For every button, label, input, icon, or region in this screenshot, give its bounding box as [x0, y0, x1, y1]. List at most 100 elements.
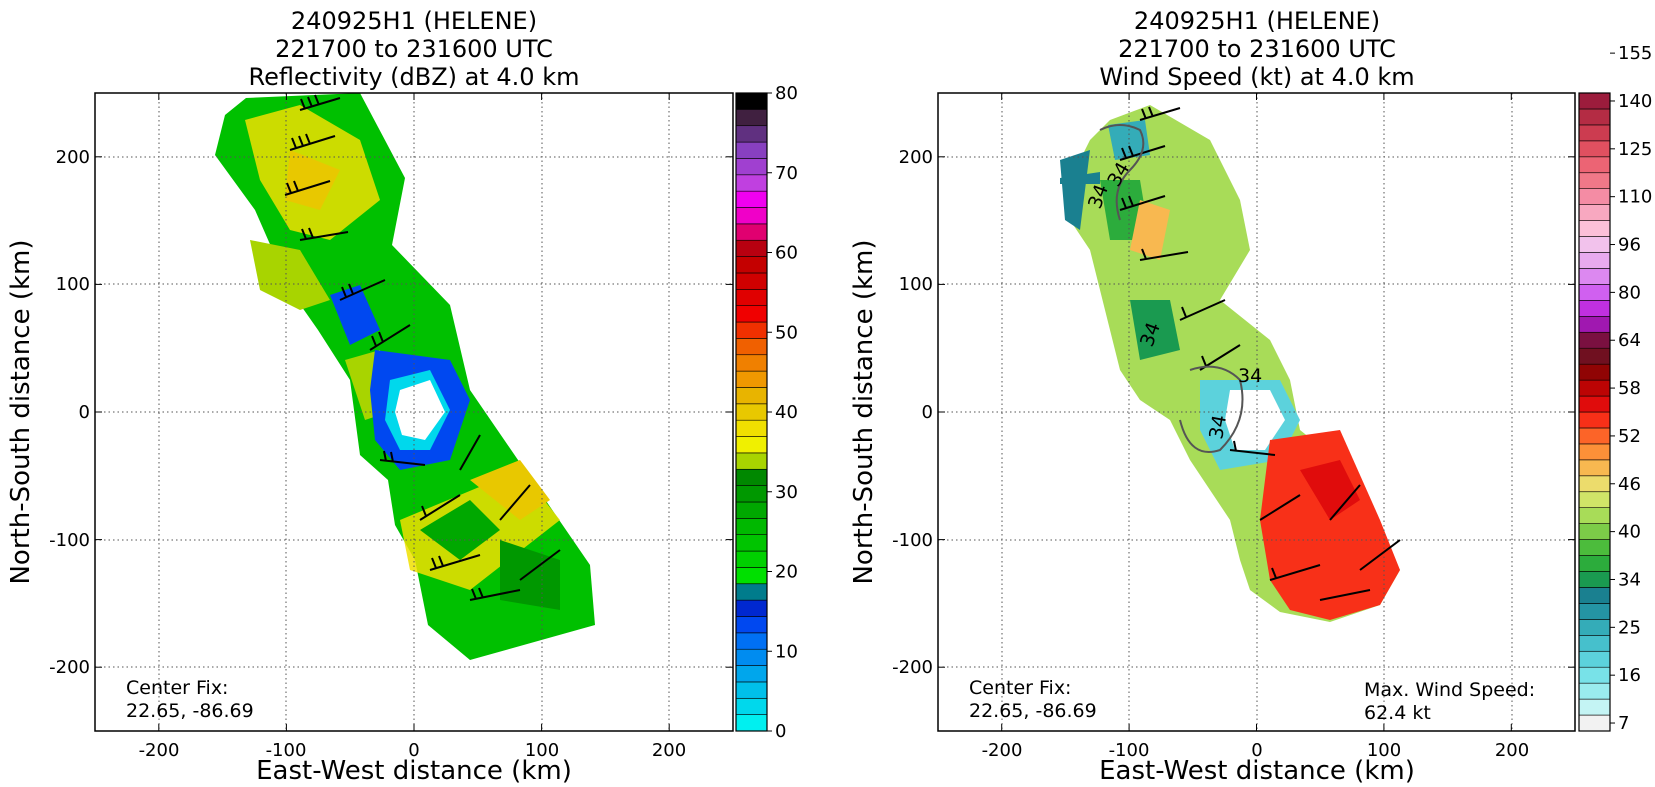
chart-title-line-2: 221700 to 231600 UTC: [275, 35, 553, 63]
contour-label: 34: [1205, 413, 1231, 441]
colorbar-tick-label: 40: [775, 402, 798, 423]
colorbar-segment: [1578, 491, 1611, 508]
colorbar-segment: [735, 370, 768, 388]
colorbar-segment: [1578, 698, 1611, 716]
colorbar-segment: [1578, 140, 1611, 158]
colorbar-segment: [1578, 252, 1611, 269]
x-tick-label: -100: [266, 740, 307, 761]
contour-label: 34: [1238, 365, 1262, 387]
colorbar-segment: [735, 681, 768, 699]
colorbar-segment: [1578, 603, 1611, 620]
colorbar-segment: [1578, 634, 1611, 652]
colorbar-segment: [735, 109, 768, 127]
x-tick-label: -200: [139, 740, 180, 761]
colorbar-segment: [735, 141, 768, 159]
colorbar-segment: [735, 632, 768, 650]
colorbar-segment: [1578, 284, 1611, 301]
y-tick-label: 100: [899, 274, 933, 295]
colorbar-segment: [1578, 507, 1611, 524]
colorbar-segment: [735, 223, 768, 241]
colorbar-segment: [1578, 363, 1611, 381]
colorbar-segment: [735, 419, 768, 437]
colorbar-tick-label: 34: [1618, 569, 1641, 590]
grid-lines: [938, 93, 1575, 731]
colorbar-segment: [735, 501, 768, 519]
colorbar-segment: [1578, 172, 1611, 189]
y-tick-label: -100: [892, 530, 933, 551]
colorbar-segment: [735, 239, 768, 257]
x-tick-label: -100: [1109, 740, 1150, 761]
colorbar-segment: [735, 272, 768, 290]
colorbar-segment: [735, 174, 768, 192]
wind-speed-colorbar: [1578, 92, 1611, 732]
center-fix-label: Center Fix:: [969, 677, 1071, 699]
colorbar-segment: [735, 534, 768, 552]
colorbar-segment: [735, 125, 768, 143]
colorbar-tick-label: 40: [1618, 522, 1641, 543]
colorbar-segment: [1578, 619, 1611, 636]
x-axis-label: East-West distance (km): [1099, 756, 1415, 786]
colorbar-segment: [1578, 587, 1611, 604]
axis-ticks: [95, 93, 733, 731]
chart-title-line-1: 240925H1 (HELENE): [1134, 7, 1380, 35]
center-fix-value: 22.65, -86.69: [969, 700, 1097, 722]
center-fix-label: Center Fix:: [126, 677, 228, 699]
colorbar-segment: [1578, 411, 1611, 429]
colorbar-tick-label: 50: [775, 322, 798, 343]
wind-barbs: [284, 94, 561, 601]
colorbar-tick-label: 60: [775, 243, 798, 264]
colorbar-segment: [1578, 156, 1611, 174]
colorbar-tick-label: 58: [1618, 378, 1641, 399]
colorbar-segment: [1578, 427, 1611, 445]
colorbar-tick-label: 140: [1618, 91, 1652, 112]
contour-34: [1099, 124, 1244, 453]
colorbar-segment: [735, 665, 768, 683]
chart-title-line-3: Reflectivity (dBZ) at 4.0 km: [249, 63, 580, 91]
reflectivity-field: [215, 93, 595, 660]
colorbar-segment: [735, 403, 768, 421]
x-tick-label: 200: [652, 740, 686, 761]
colorbar-segment: [1578, 539, 1611, 556]
colorbar-segment: [1578, 236, 1611, 253]
y-tick-label: 200: [899, 147, 933, 168]
y-axis-label: North-South distance (km): [6, 239, 36, 584]
colorbar-segment: [735, 354, 768, 372]
colorbar-segment: [1578, 220, 1611, 237]
colorbar-tick-label: 16: [1618, 665, 1641, 686]
colorbar-segment: [735, 518, 768, 535]
colorbar-tick-label: 80: [1618, 282, 1641, 303]
colorbar-segment: [735, 616, 768, 634]
colorbar-segment: [1578, 300, 1611, 317]
colorbar-segment: [1578, 395, 1611, 413]
wind-speed-panel: 240925H1 (HELENE) 221700 to 231600 UTC W…: [849, 7, 1652, 786]
colorbar-segment: [1578, 379, 1611, 397]
colorbar-segment: [1578, 315, 1611, 333]
colorbar-segment: [735, 468, 768, 486]
colorbar-segment: [735, 436, 768, 454]
colorbar-tick-label: 20: [775, 562, 798, 583]
chart-title-line-1: 240925H1 (HELENE): [291, 7, 537, 35]
center-fix-value: 22.65, -86.69: [126, 700, 254, 722]
colorbar-tick-label: 52: [1618, 426, 1641, 447]
colorbar-segment: [735, 599, 768, 617]
x-tick-label: 0: [408, 740, 419, 761]
chart-title-line-3: Wind Speed (kt) at 4.0 km: [1099, 63, 1414, 91]
colorbar-tick-label: 64: [1618, 330, 1641, 351]
colorbar-tick-label: 7: [1618, 713, 1629, 734]
grid-lines: [95, 93, 733, 731]
colorbar-segment: [1578, 459, 1611, 477]
reflectivity-colorbar: [735, 92, 768, 732]
reflectivity-panel: 240925H1 (HELENE) 221700 to 231600 UTC R…: [6, 7, 798, 786]
y-tick-label: 0: [79, 402, 90, 423]
y-tick-label: -200: [892, 657, 933, 678]
colorbar-tick-label: 110: [1618, 187, 1652, 208]
colorbar-tick-label: 46: [1618, 474, 1641, 495]
colorbar-tick-label: 10: [775, 641, 798, 662]
colorbar-segment: [735, 583, 768, 601]
reflectivity-colorbar-labels: 0 10 20 30 40 50 60 70 80: [767, 83, 798, 742]
x-tick-label: -200: [982, 740, 1023, 761]
colorbar-segment: [735, 256, 768, 274]
colorbar-segment: [735, 338, 768, 356]
colorbar-tick-label: 30: [775, 482, 798, 503]
